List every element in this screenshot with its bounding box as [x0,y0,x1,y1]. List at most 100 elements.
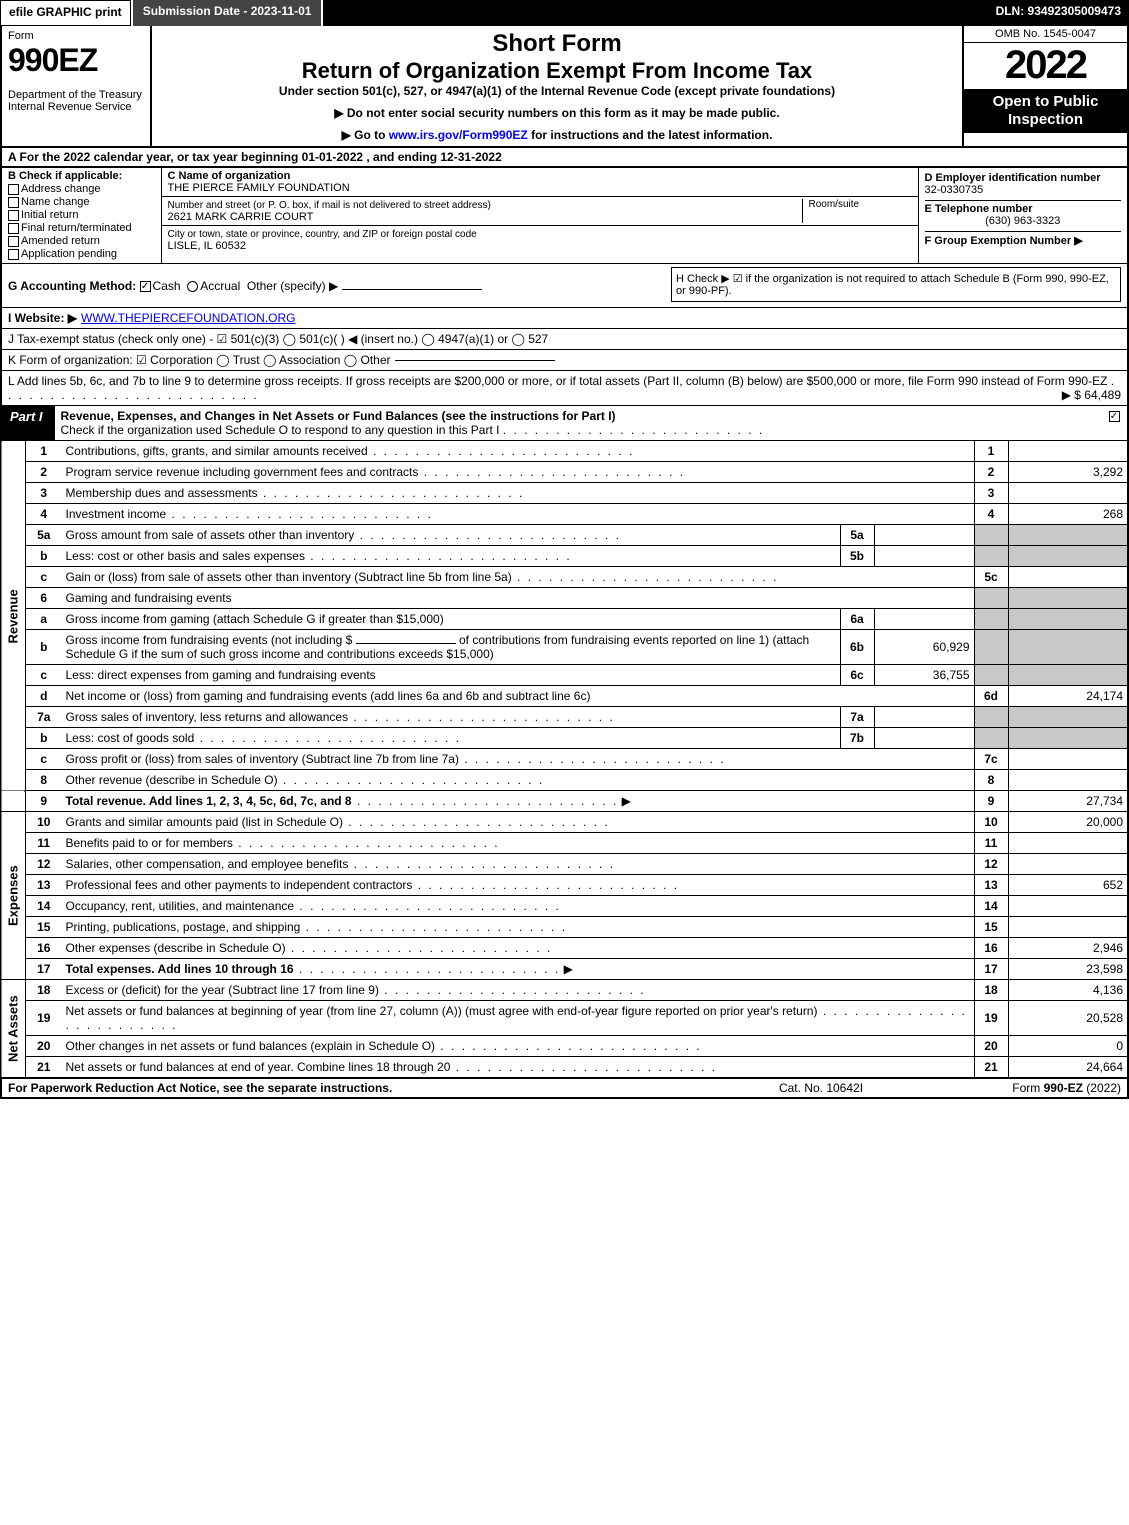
main-title: Return of Organization Exempt From Incom… [158,58,956,84]
ck-cash[interactable]: ✓ [140,281,151,292]
part1-bar: Part I Revenue, Expenses, and Changes in… [0,406,1129,441]
ln7b-mn: 7b [840,728,874,749]
ln7b-rv-grey [1008,728,1128,749]
ln20-rv: 0 [1008,1036,1128,1057]
ck-initial-return-label: Initial return [21,209,78,221]
topbar: efile GRAPHIC print Submission Date - 20… [0,0,1129,26]
ln15-no: 15 [26,917,62,938]
ln12-rv [1008,854,1128,875]
ck-final-return[interactable]: Final return/terminated [8,222,155,234]
h-box: H Check ▶ ☑ if the organization is not r… [671,267,1121,302]
efile-print-button[interactable]: efile GRAPHIC print [0,0,131,26]
part1-title: Revenue, Expenses, and Changes in Net As… [61,409,616,423]
e-label: E Telephone number [925,203,1033,215]
col-def: D Employer identification number 32-0330… [918,168,1128,264]
ln19-rn: 19 [974,1001,1008,1036]
ln6b-blank[interactable] [356,643,456,644]
ck-initial-return[interactable]: Initial return [8,209,155,221]
ln11-rn: 11 [974,833,1008,854]
ln5b-rn-grey [974,546,1008,567]
ln21-rn: 21 [974,1057,1008,1078]
f-label: F Group Exemption Number ▶ [925,235,1083,247]
ck-accrual[interactable] [187,281,198,292]
h-text: H Check ▶ ☑ if the organization is not r… [676,273,1109,297]
ln15-rn: 15 [974,917,1008,938]
ln6c-desc: Less: direct expenses from gaming and fu… [62,665,841,686]
ck-address-change[interactable]: Address change [8,183,155,195]
col-c: C Name of organization THE PIERCE FAMILY… [161,168,918,264]
street-value: 2621 MARK CARRIE COURT [168,211,314,223]
row-a: A For the 2022 calendar year, or tax yea… [0,148,1129,168]
side-revenue: Revenue [1,441,26,791]
ck-amended-return[interactable]: Amended return [8,235,155,247]
ln14-rv [1008,896,1128,917]
ln16-rv: 2,946 [1008,938,1128,959]
ln6b-desc: Gross income from fundraising events (no… [62,630,841,665]
k-other-input[interactable] [395,360,555,361]
part1-sub: Check if the organization used Schedule … [61,423,500,437]
ln6b-mn: 6b [840,630,874,665]
ln7a-rv-grey [1008,707,1128,728]
ln4-no: 4 [26,504,62,525]
ein-value: 32-0330735 [925,184,984,196]
ln11-rv [1008,833,1128,854]
phone-value: (630) 963-3323 [925,215,1122,227]
ln14-desc: Occupancy, rent, utilities, and maintena… [62,896,975,917]
ln13-desc: Professional fees and other payments to … [62,875,975,896]
ln6a-mn: 6a [840,609,874,630]
ln5b-mn: 5b [840,546,874,567]
ln13-rv: 652 [1008,875,1128,896]
b-label: B Check if applicable: [8,170,155,182]
ln7a-rn-grey [974,707,1008,728]
col-b: B Check if applicable: Address change Na… [1,168,161,264]
ln5a-no: 5a [26,525,62,546]
ck-amended-return-label: Amended return [21,235,100,247]
note-ssn: ▶ Do not enter social security numbers o… [158,106,956,120]
block-bcdef: B Check if applicable: Address change Na… [0,168,1129,264]
ln20-rn: 20 [974,1036,1008,1057]
ln21-desc: Net assets or fund balances at end of ye… [62,1057,975,1078]
ln7c-rn: 7c [974,749,1008,770]
ln17-rv: 23,598 [1008,959,1128,980]
ln12-rn: 12 [974,854,1008,875]
g-accounting: G Accounting Method: ✓Cash Accrual Other… [8,279,654,293]
ln6d-rn: 6d [974,686,1008,707]
row-j: J Tax-exempt status (check only one) - ☑… [0,329,1129,350]
ln2-rn: 2 [974,462,1008,483]
footer-left: For Paperwork Reduction Act Notice, see … [8,1081,721,1095]
irs-link[interactable]: www.irs.gov/Form990EZ [389,128,528,142]
ln16-desc: Other expenses (describe in Schedule O) [62,938,975,959]
ln2-no: 2 [26,462,62,483]
ln6b-no: b [26,630,62,665]
website-link[interactable]: WWW.THEPIERCEFOUNDATION.ORG [81,311,295,325]
ln10-desc: Grants and similar amounts paid (list in… [62,812,975,833]
ln19-rv: 20,528 [1008,1001,1128,1036]
ck-application-pending[interactable]: Application pending [8,248,155,260]
submission-date-button[interactable]: Submission Date - 2023-11-01 [131,0,324,26]
g-accrual-label: Accrual [200,279,240,293]
l-text: L Add lines 5b, 6c, and 7b to line 9 to … [8,374,1107,388]
ck-address-change-label: Address change [21,183,101,195]
ln10-rn: 10 [974,812,1008,833]
form-header: Form 990EZ Department of the Treasury In… [0,26,1129,148]
g-other-input[interactable] [342,289,482,290]
ln10-no: 10 [26,812,62,833]
footer-mid: Cat. No. 10642I [721,1081,921,1095]
ln6d-no: d [26,686,62,707]
ln13-no: 13 [26,875,62,896]
ck-name-change[interactable]: Name change [8,196,155,208]
part1-checkbox[interactable]: ✓ [1103,406,1127,440]
ln19-no: 19 [26,1001,62,1036]
ln6a-mv [874,609,974,630]
ln1-desc: Contributions, gifts, grants, and simila… [62,441,975,462]
row-l: L Add lines 5b, 6c, and 7b to line 9 to … [0,371,1129,406]
dept-label: Department of the Treasury [8,89,144,101]
ln14-no: 14 [26,896,62,917]
subtitle: Under section 501(c), 527, or 4947(a)(1)… [158,84,956,98]
ln9-rv: 27,734 [1008,791,1128,812]
ln8-no: 8 [26,770,62,791]
ln7b-rn-grey [974,728,1008,749]
room-suite-label: Room/suite [802,199,912,223]
ln18-desc: Excess or (deficit) for the year (Subtra… [62,980,975,1001]
ln7c-rv [1008,749,1128,770]
